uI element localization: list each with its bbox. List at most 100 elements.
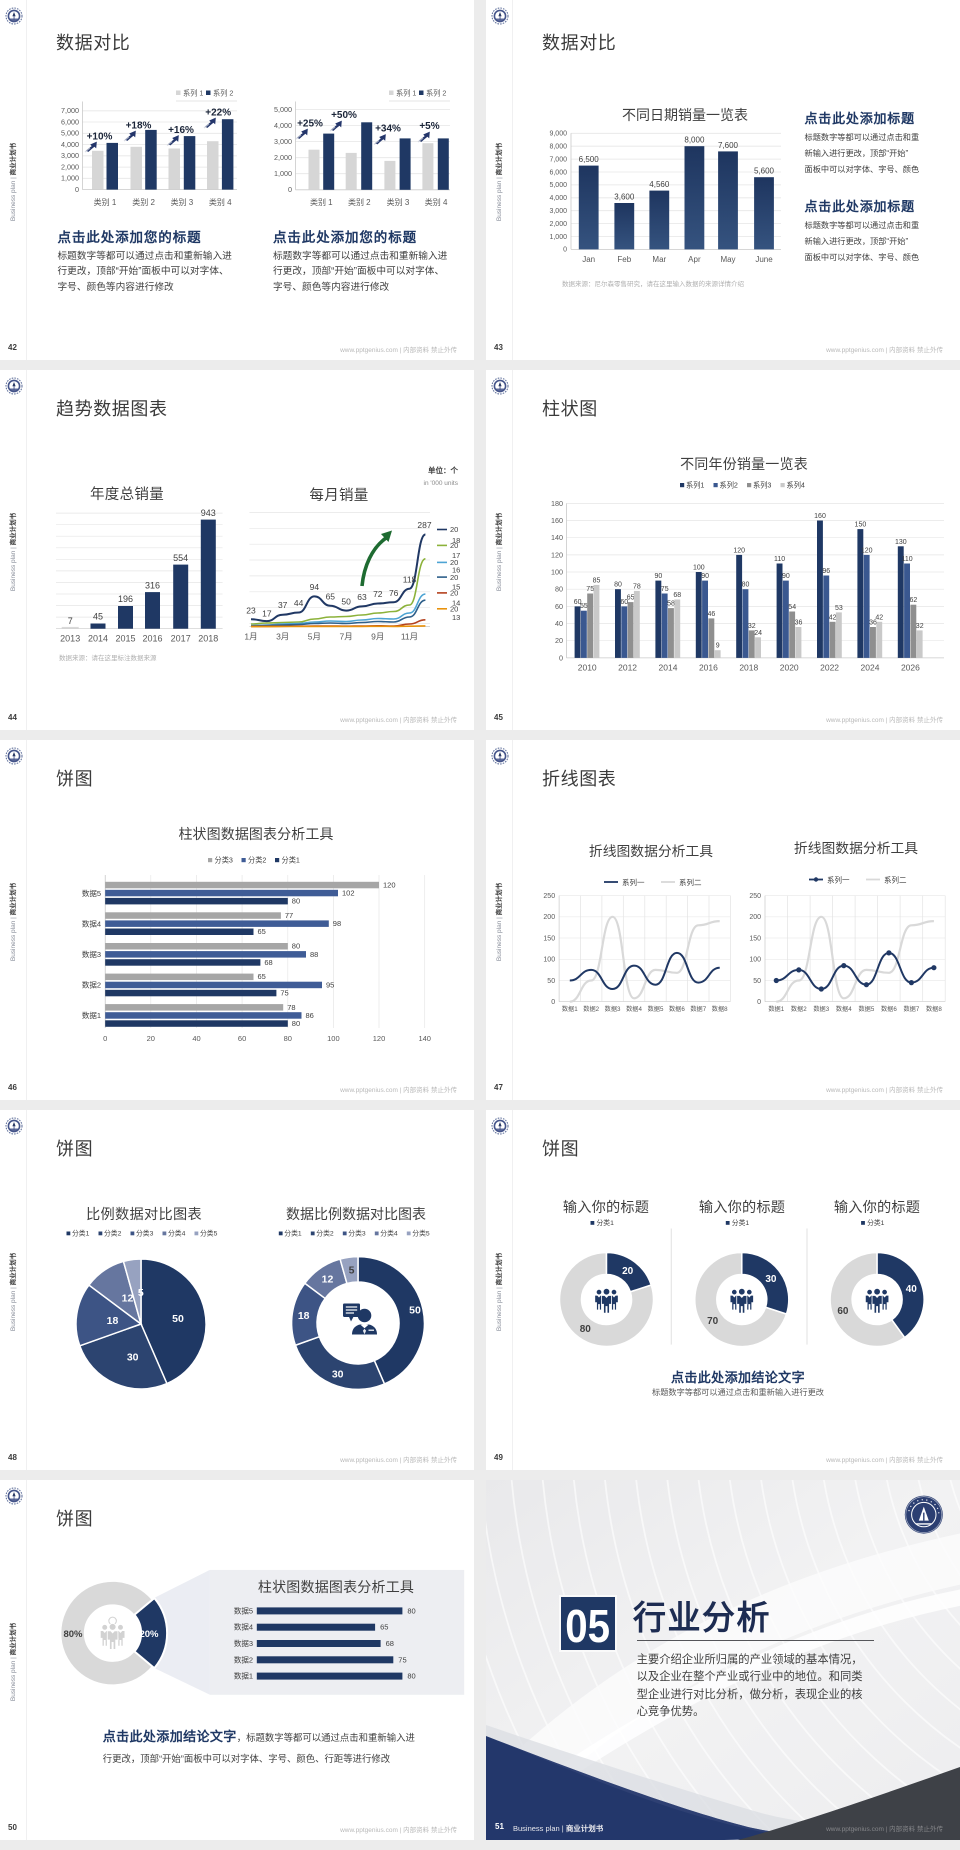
svg-text:20: 20 — [450, 558, 458, 567]
svg-text:75: 75 — [280, 988, 288, 997]
svg-text:18: 18 — [452, 536, 460, 545]
svg-text:6,000: 6,000 — [61, 117, 79, 126]
svg-text:120: 120 — [373, 1034, 386, 1043]
svg-text:42: 42 — [829, 614, 837, 621]
svg-text:5,600: 5,600 — [754, 167, 775, 176]
svg-text:37: 37 — [278, 600, 288, 610]
svg-text:36: 36 — [795, 620, 803, 627]
svg-text:0: 0 — [559, 653, 563, 662]
svg-text:65: 65 — [627, 595, 635, 602]
svg-text:24: 24 — [754, 630, 762, 637]
svg-text:90: 90 — [782, 573, 790, 580]
svg-text:分类2: 分类2 — [316, 1229, 334, 1238]
svg-text:90: 90 — [655, 573, 663, 580]
svg-text:196: 196 — [118, 594, 133, 604]
svg-text:2012: 2012 — [618, 663, 637, 673]
svg-text:60: 60 — [238, 1034, 246, 1043]
svg-text:140: 140 — [551, 533, 563, 542]
svg-text:36: 36 — [869, 620, 877, 627]
svg-text:17: 17 — [452, 551, 460, 560]
svg-text:80: 80 — [580, 1324, 592, 1335]
svg-text:+50%: +50% — [331, 110, 357, 121]
svg-text:120: 120 — [551, 550, 563, 559]
svg-text:80: 80 — [292, 897, 300, 906]
svg-text:20: 20 — [450, 589, 458, 598]
svg-text:85: 85 — [593, 577, 601, 584]
svg-text:+18%: +18% — [126, 121, 152, 132]
svg-text:系列2: 系列2 — [720, 481, 738, 490]
svg-text:+25%: +25% — [297, 119, 323, 130]
svg-text:7: 7 — [68, 616, 73, 626]
svg-text:46: 46 — [708, 611, 716, 618]
svg-text:2014: 2014 — [88, 634, 108, 644]
svg-text:分类4: 分类4 — [168, 1229, 186, 1238]
svg-text:类别 1: 类别 1 — [310, 197, 333, 207]
svg-text:数据1: 数据1 — [234, 1671, 253, 1681]
svg-text:分类3: 分类3 — [215, 856, 233, 865]
svg-text:数据3: 数据3 — [234, 1638, 253, 1648]
svg-text:分类1: 分类1 — [282, 856, 300, 865]
svg-text:Feb: Feb — [617, 255, 631, 264]
svg-text:20: 20 — [147, 1034, 155, 1043]
svg-text:系列4: 系列4 — [787, 481, 805, 490]
svg-text:20: 20 — [450, 605, 458, 614]
svg-text:2010: 2010 — [578, 663, 597, 673]
svg-text:类别 2: 类别 2 — [132, 197, 155, 207]
svg-text:11月: 11月 — [401, 632, 418, 642]
svg-text:2020: 2020 — [780, 663, 799, 673]
svg-text:7,000: 7,000 — [61, 106, 79, 115]
svg-text:2014: 2014 — [659, 663, 678, 673]
svg-text:200: 200 — [749, 914, 761, 921]
svg-text:160: 160 — [551, 516, 563, 525]
svg-text:50: 50 — [172, 1313, 184, 1325]
svg-text:0: 0 — [551, 999, 555, 1006]
svg-text:数据6: 数据6 — [881, 1005, 897, 1013]
svg-text:+10%: +10% — [87, 132, 113, 143]
svg-text:数据3: 数据3 — [813, 1005, 829, 1013]
svg-text:250: 250 — [543, 893, 555, 900]
svg-text:8,000: 8,000 — [684, 136, 705, 145]
svg-text:130: 130 — [895, 539, 907, 546]
svg-text:分类1: 分类1 — [72, 1229, 90, 1238]
svg-text:63: 63 — [357, 592, 367, 602]
svg-text:3,600: 3,600 — [614, 193, 635, 202]
svg-text:2024: 2024 — [861, 663, 880, 673]
svg-text:40: 40 — [906, 1284, 918, 1295]
svg-text:80: 80 — [292, 942, 300, 951]
svg-text:2016: 2016 — [142, 634, 162, 644]
svg-text:100: 100 — [551, 567, 563, 576]
svg-text:80: 80 — [284, 1034, 292, 1043]
svg-text:分类3: 分类3 — [348, 1229, 366, 1238]
svg-text:40: 40 — [555, 619, 563, 628]
svg-text:Apr: Apr — [688, 255, 701, 264]
svg-text:2,000: 2,000 — [61, 162, 79, 171]
svg-text:数据7: 数据7 — [690, 1005, 706, 1013]
svg-text:100: 100 — [749, 957, 761, 964]
svg-text:65: 65 — [380, 1623, 388, 1632]
svg-text:分类4: 分类4 — [380, 1229, 398, 1238]
svg-text:120: 120 — [733, 547, 745, 554]
svg-text:数据8: 数据8 — [926, 1005, 942, 1013]
svg-text:系列 2: 系列 2 — [426, 89, 446, 98]
svg-text:60: 60 — [574, 599, 582, 606]
svg-text:90: 90 — [701, 573, 709, 580]
svg-text:系列1: 系列1 — [686, 481, 704, 490]
svg-text:100: 100 — [543, 957, 555, 964]
svg-text:系列二: 系列二 — [679, 877, 702, 887]
svg-text:数据5: 数据5 — [858, 1005, 874, 1013]
svg-text:0: 0 — [75, 185, 79, 194]
svg-text:94: 94 — [310, 582, 320, 592]
svg-text:80: 80 — [292, 1019, 300, 1028]
svg-text:2026: 2026 — [901, 663, 920, 673]
svg-text:系列 2: 系列 2 — [213, 89, 233, 98]
svg-text:2013: 2013 — [60, 634, 80, 644]
svg-text:1,000: 1,000 — [549, 234, 567, 241]
svg-text:分类3: 分类3 — [136, 1229, 154, 1238]
svg-text:58: 58 — [667, 601, 675, 608]
svg-text:140: 140 — [418, 1034, 431, 1043]
svg-text:5月: 5月 — [308, 632, 321, 642]
svg-text:1,000: 1,000 — [274, 169, 292, 178]
svg-text:+34%: +34% — [375, 124, 401, 135]
svg-text:2,000: 2,000 — [274, 153, 292, 162]
svg-text:数据2: 数据2 — [82, 980, 101, 990]
